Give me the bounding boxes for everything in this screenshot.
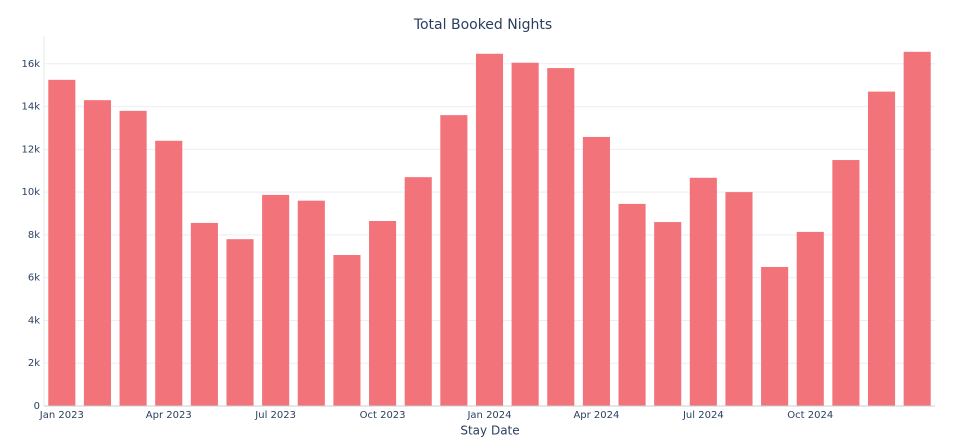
bar bbox=[262, 194, 290, 406]
y-tick-label: 8k bbox=[28, 230, 40, 241]
bar bbox=[48, 79, 76, 406]
y-tick-label: 6k bbox=[28, 273, 40, 284]
bar bbox=[226, 239, 254, 406]
bar bbox=[689, 177, 717, 406]
y-tick-label: 4k bbox=[28, 315, 40, 326]
bar bbox=[297, 200, 325, 406]
x-tick-label: Jan 2023 bbox=[39, 410, 84, 421]
y-tick-label: 16k bbox=[21, 59, 40, 70]
y-tick-label: 14k bbox=[21, 102, 40, 113]
bar bbox=[796, 231, 824, 406]
x-tick-label: Jan 2024 bbox=[466, 410, 511, 421]
bar bbox=[511, 62, 539, 407]
x-tick-label: Jul 2023 bbox=[254, 410, 296, 421]
bar bbox=[903, 51, 931, 406]
bar bbox=[761, 266, 789, 406]
x-tick-label: Oct 2024 bbox=[787, 410, 833, 421]
bar bbox=[618, 203, 646, 406]
bar bbox=[832, 160, 860, 406]
x-tick-label: Oct 2023 bbox=[360, 410, 406, 421]
bar bbox=[547, 68, 575, 406]
bar bbox=[440, 115, 468, 407]
x-axis-title: Stay Date bbox=[460, 424, 519, 438]
bar bbox=[190, 222, 218, 406]
bar bbox=[475, 53, 504, 407]
bar bbox=[725, 192, 753, 406]
bar bbox=[119, 110, 147, 406]
y-tick-label: 0 bbox=[34, 401, 40, 412]
y-tick-label: 2k bbox=[28, 358, 40, 369]
x-tick-label: Apr 2024 bbox=[573, 410, 619, 421]
bar bbox=[404, 177, 432, 406]
bar bbox=[867, 91, 896, 406]
bar bbox=[333, 255, 361, 406]
bar bbox=[369, 221, 397, 406]
x-tick-label: Jul 2024 bbox=[682, 410, 724, 421]
bar bbox=[654, 222, 682, 406]
bar bbox=[155, 140, 183, 407]
bar bbox=[582, 136, 610, 406]
y-tick-label: 10k bbox=[21, 187, 40, 198]
bar bbox=[83, 100, 112, 406]
chart-title: Total Booked Nights bbox=[413, 17, 552, 33]
y-tick-label: 12k bbox=[21, 144, 40, 155]
x-tick-label: Apr 2023 bbox=[146, 410, 192, 421]
